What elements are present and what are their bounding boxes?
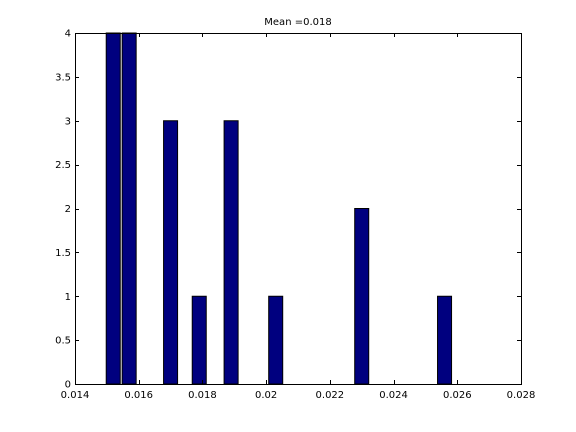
- bars-layer: [105, 32, 453, 385]
- histogram-bar: [191, 295, 207, 385]
- x-tick-label: 0.018: [188, 390, 217, 401]
- histogram-bar: [105, 32, 121, 385]
- chart-title: Mean =0.018: [264, 17, 331, 28]
- y-tick-label: 0: [65, 380, 71, 391]
- x-tick-label: 0.016: [124, 390, 153, 401]
- y-tick-label: 3: [65, 116, 71, 127]
- histogram-bar: [354, 208, 370, 385]
- y-tick-label: 2: [65, 204, 71, 215]
- x-tick-label: 0.024: [379, 390, 408, 401]
- histogram-bar: [163, 120, 179, 385]
- x-tick-label: 0.02: [255, 390, 277, 401]
- x-tick-label: 0.026: [443, 390, 472, 401]
- histogram-bar: [121, 32, 137, 385]
- x-tick-label: 0.022: [316, 390, 345, 401]
- x-tick-label: 0.028: [507, 390, 536, 401]
- plot-area: [75, 33, 521, 384]
- histogram-bar: [437, 295, 453, 385]
- y-tick-label: 2.5: [55, 160, 71, 171]
- x-tick-label: 0.014: [61, 390, 90, 401]
- histogram-bar: [223, 120, 239, 385]
- y-tick-label: 0.5: [55, 336, 71, 347]
- ticks-layer: 0.014 0.016 0.018 0.02 0.022 0.024 0.026 0.028 0…: [55, 29, 535, 402]
- histogram-bar: [268, 295, 284, 385]
- y-tick-label: 4: [65, 29, 71, 40]
- y-tick-label: 3.5: [55, 72, 71, 83]
- y-tick-label: 1: [65, 292, 71, 303]
- y-tick-label: 1.5: [55, 248, 71, 259]
